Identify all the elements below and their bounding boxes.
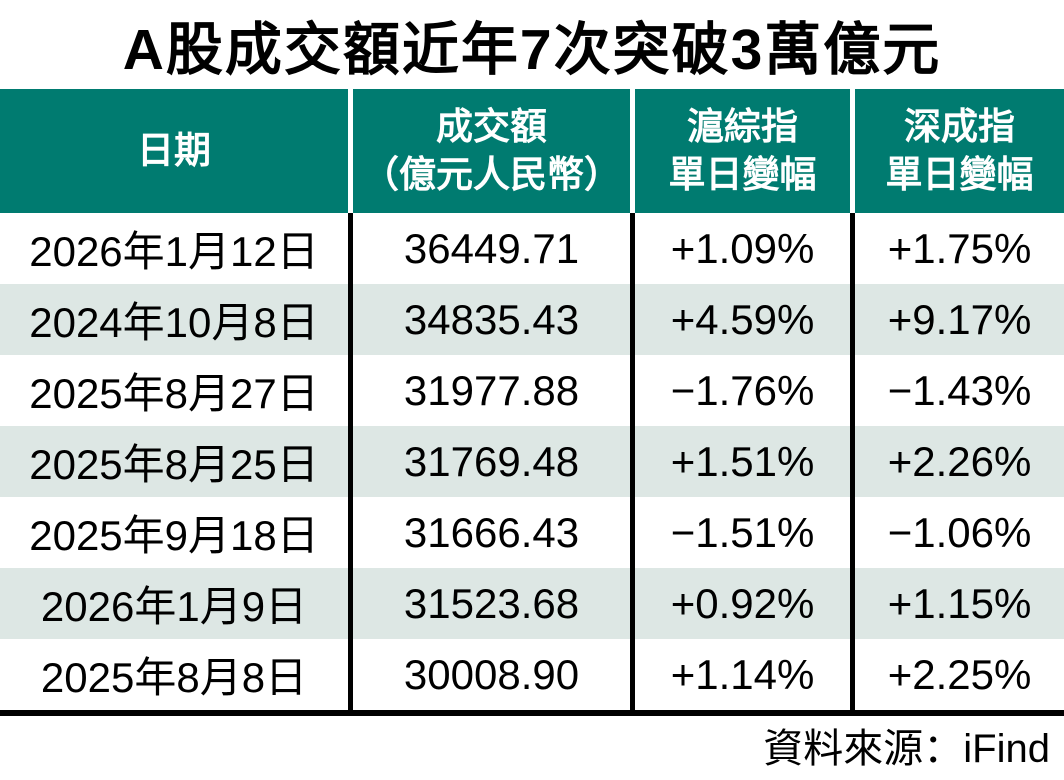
table-row: 2025年8月8日 30008.90 +1.14% +2.25%: [0, 639, 1064, 710]
table-body: 2026年1月12日 36449.71 +1.09% +1.75% 2024年1…: [0, 213, 1064, 710]
table-row: 2025年8月25日 31769.48 +1.51% +2.26%: [0, 426, 1064, 497]
szse-change-cell: +1.15%: [850, 568, 1064, 639]
column-header-sse-line2: 單日變幅: [668, 154, 817, 195]
szse-change-cell: +9.17%: [850, 284, 1064, 355]
table-row: 2026年1月9日 31523.68 +0.92% +1.15%: [0, 568, 1064, 639]
turnover-cell: 30008.90: [348, 639, 630, 710]
sse-change-cell: +1.09%: [630, 213, 850, 284]
column-header-sse-line1: 滬綜指: [687, 105, 798, 147]
date-cell: 2024年10月8日: [29, 299, 319, 346]
date-cell: 2025年8月8日: [40, 654, 308, 701]
szse-change-cell: −1.43%: [850, 355, 1064, 426]
table-row: 2024年10月8日 34835.43 +4.59% +9.17%: [0, 284, 1064, 355]
turnover-cell: 36449.71: [348, 213, 630, 284]
szse-change-cell: +2.26%: [850, 426, 1064, 497]
turnover-cell: 31977.88: [348, 355, 630, 426]
date-cell: 2026年1月9日: [40, 583, 308, 630]
column-header-turnover: 成交額 （億元人民幣）: [348, 89, 630, 213]
bottom-divider: [0, 710, 1064, 716]
column-header-szse-change: 深成指 單日變幅: [850, 89, 1064, 213]
column-header-turnover-line2: （億元人民幣）: [362, 154, 621, 195]
column-header-szse-line1: 深成指: [904, 105, 1015, 147]
date-cell: 2025年9月18日: [29, 512, 319, 559]
sse-change-cell: −1.51%: [630, 497, 850, 568]
date-cell: 2025年8月27日: [29, 370, 319, 417]
chart-title: A股成交額近年7次突破3萬億元: [122, 17, 942, 82]
table-row: 2025年9月18日 31666.43 −1.51% −1.06%: [0, 497, 1064, 568]
sse-change-cell: +0.92%: [630, 568, 850, 639]
szse-change-cell: −1.06%: [850, 497, 1064, 568]
turnover-cell: 31523.68: [348, 568, 630, 639]
turnover-cell: 31666.43: [348, 497, 630, 568]
sse-change-cell: +1.14%: [630, 639, 850, 710]
column-header-date: 日期: [0, 89, 348, 213]
turnover-cell: 31769.48: [348, 426, 630, 497]
table-row: 2025年8月27日 31977.88 −1.76% −1.43%: [0, 355, 1064, 426]
date-cell: 2026年1月12日: [29, 228, 319, 275]
sse-change-cell: −1.76%: [630, 355, 850, 426]
column-header-date-label: 日期: [137, 129, 211, 171]
column-header-szse-line2: 單日變幅: [885, 154, 1034, 195]
column-header-sse-change: 滬綜指 單日變幅: [630, 89, 850, 213]
sse-change-cell: +1.51%: [630, 426, 850, 497]
table-header-row: 日期 成交額 （億元人民幣） 滬綜指 單日變幅 深成指 單日變幅: [0, 89, 1064, 213]
column-header-turnover-line1: 成交額: [436, 105, 547, 147]
turnover-cell: 34835.43: [348, 284, 630, 355]
table-row: 2026年1月12日 36449.71 +1.09% +1.75%: [0, 213, 1064, 284]
sse-change-cell: +4.59%: [630, 284, 850, 355]
date-cell: 2025年8月25日: [29, 441, 319, 488]
szse-change-cell: +2.25%: [850, 639, 1064, 710]
szse-change-cell: +1.75%: [850, 213, 1064, 284]
data-source-credit: 資料來源：iFind: [763, 727, 1050, 771]
